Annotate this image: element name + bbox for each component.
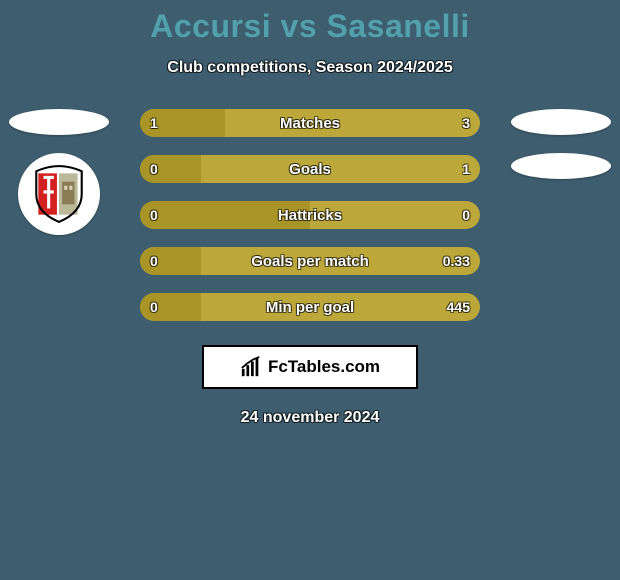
stat-bar: 01Goals: [140, 155, 480, 183]
stat-label: Goals: [140, 161, 480, 178]
page-title: Accursi vs Sasanelli: [0, 0, 620, 45]
stat-bar: 0445Min per goal: [140, 293, 480, 321]
content-area: 13Matches 01Goals 00Hattricks 00.33Goals pe…: [0, 109, 620, 427]
stat-label: Min per goal: [140, 299, 480, 316]
club-crest-left: [18, 153, 100, 235]
date-line: 24 november 2024: [0, 409, 620, 427]
brand-label: FcTables.com: [268, 357, 380, 377]
flag-placeholder-left: [9, 109, 109, 135]
brand-box[interactable]: FcTables.com: [202, 345, 418, 389]
stat-bar: 00Hattricks: [140, 201, 480, 229]
flag-placeholder-right-2: [511, 153, 611, 179]
stat-label: Goals per match: [140, 253, 480, 270]
stat-bar: 13Matches: [140, 109, 480, 137]
flag-placeholder-right-1: [511, 109, 611, 135]
chart-icon: [240, 356, 262, 378]
stat-label: Hattricks: [140, 207, 480, 224]
comparison-card: Accursi vs Sasanelli Club competitions, …: [0, 0, 620, 580]
stat-bar: 00.33Goals per match: [140, 247, 480, 275]
stats-bars: 13Matches 01Goals 00Hattricks 00.33Goals pe…: [140, 109, 480, 321]
stat-label: Matches: [140, 115, 480, 132]
player-left-column: [4, 109, 114, 235]
page-subtitle: Club competitions, Season 2024/2025: [0, 59, 620, 77]
shield-icon: [28, 163, 90, 225]
player-right-column: [506, 109, 616, 179]
